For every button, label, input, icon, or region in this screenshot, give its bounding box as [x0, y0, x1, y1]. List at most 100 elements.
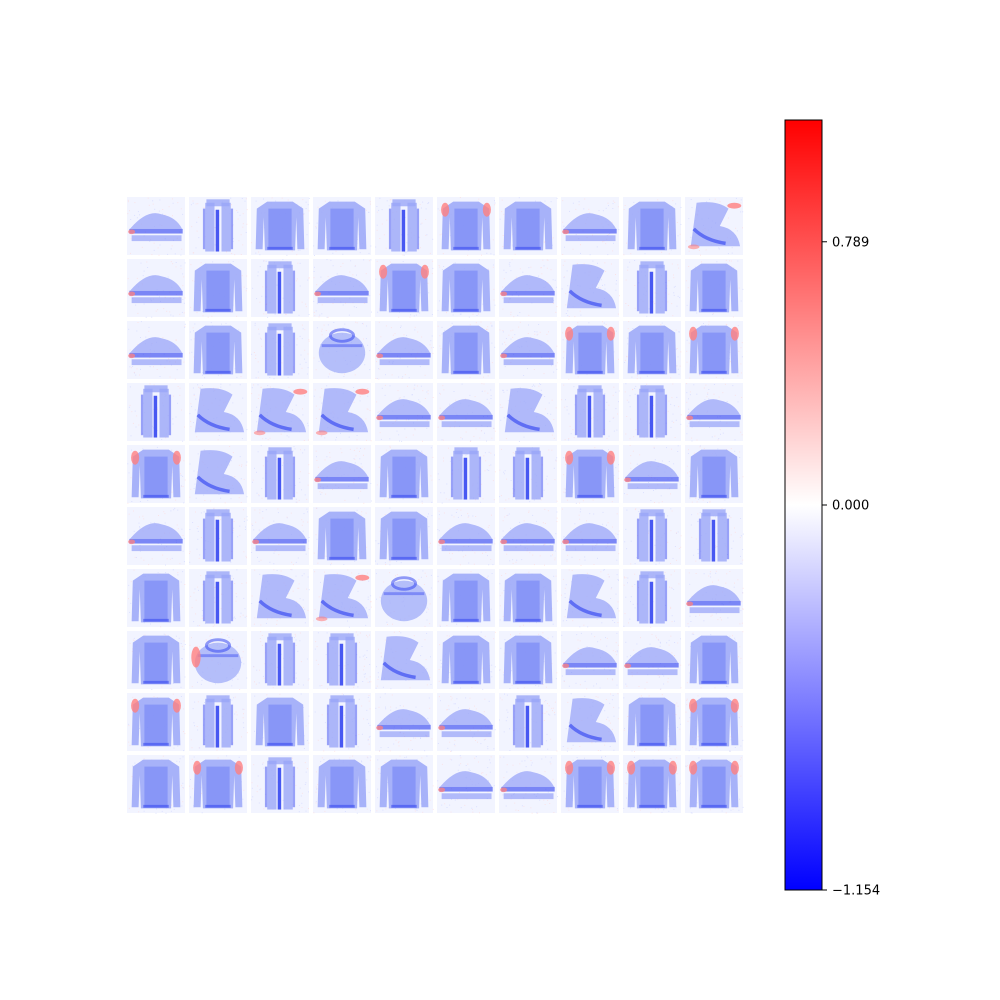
- heatmap-tile: [251, 321, 310, 379]
- heatmap-tile: [375, 755, 434, 813]
- heatmap-tile: [623, 631, 682, 690]
- heatmap-tile: [189, 569, 247, 627]
- heatmap-tile: [685, 693, 743, 752]
- heatmap-tile: [313, 321, 371, 379]
- heatmap-tile: [685, 321, 743, 379]
- heatmap-tile: [685, 445, 744, 503]
- heatmap-tile: [561, 197, 619, 255]
- heatmap-tile: [251, 259, 310, 318]
- heatmap-tile: [561, 507, 620, 566]
- heatmap-tile: [375, 631, 433, 689]
- heatmap-tile: [313, 755, 372, 814]
- heatmap-tile: [561, 259, 620, 317]
- heatmap-tile: [127, 445, 186, 504]
- heatmap-tile: [623, 321, 681, 379]
- heatmap-tile: [437, 755, 495, 813]
- heatmap-tile: [127, 321, 186, 380]
- heatmap-tile: [437, 321, 495, 379]
- heatmap-tile: [127, 693, 185, 751]
- heatmap-tile: [685, 507, 744, 565]
- heatmap-tile: [127, 259, 186, 318]
- heatmap-tile: [127, 569, 185, 627]
- heatmap-tile: [313, 445, 372, 504]
- heatmap-tile: [561, 693, 619, 752]
- heatmap-tile: [685, 383, 743, 442]
- heatmap-tile: [127, 755, 185, 814]
- heatmap-tile: [189, 383, 247, 441]
- heatmap-tile: [499, 507, 558, 566]
- heatmap-tile: [251, 507, 310, 565]
- heatmap-tile: [499, 445, 558, 503]
- heatmap-tile: [561, 631, 619, 689]
- heatmap-tile: [685, 569, 744, 627]
- heatmap-tile: [623, 507, 682, 565]
- heatmap-tile: [375, 693, 433, 752]
- heatmap-tile: [437, 197, 496, 256]
- heatmap-tile: [375, 445, 433, 504]
- heatmap-grid: [127, 197, 744, 814]
- heatmap-tile: [313, 197, 371, 256]
- heatmap-tile: [251, 693, 309, 751]
- heatmap-tile: [251, 445, 310, 503]
- heatmap-tile: [127, 197, 185, 256]
- heatmap-tile: [189, 197, 248, 255]
- heatmap-tile: [313, 507, 371, 565]
- heatmap-tile: [375, 259, 433, 318]
- heatmap-tile: [623, 693, 681, 752]
- heatmap-tile: [499, 321, 558, 379]
- heatmap-tile: [499, 569, 558, 627]
- heatmap-tile: [189, 755, 247, 813]
- heatmap-tile: [251, 197, 310, 256]
- heatmap-tile: [623, 383, 682, 441]
- heatmap-tile: [375, 507, 433, 565]
- heatmap-tile: [313, 259, 372, 318]
- heatmap-tile: [251, 569, 310, 627]
- heatmap-tile: [375, 383, 434, 442]
- heatmap-tile: [127, 631, 186, 690]
- heatmap-tile: [499, 693, 557, 752]
- heatmap-tile: [437, 569, 495, 627]
- heatmap-tile: [189, 507, 248, 565]
- heatmap-tile: [499, 631, 557, 689]
- heatmap-tile: [499, 383, 557, 442]
- heatmap-tile: [685, 631, 743, 689]
- heatmap-tile: [375, 321, 434, 380]
- heatmap-tile: [437, 693, 496, 752]
- heatmap-tile: [437, 259, 496, 318]
- heatmap-tile: [499, 259, 557, 317]
- heatmap-tile: [251, 631, 310, 689]
- heatmap-tile: [437, 383, 496, 442]
- heatmap-tile: [437, 507, 495, 565]
- heatmap-tile: [685, 259, 743, 318]
- heatmap-tile: [189, 693, 248, 751]
- heatmap-tile: [437, 631, 496, 690]
- heatmap-tile: [623, 259, 681, 317]
- colorbar-tick-label: 0.000: [832, 499, 869, 514]
- heatmap-tile: [561, 383, 620, 441]
- heatmap-tile: [189, 445, 248, 503]
- heatmap-tile: [313, 631, 371, 689]
- colorbar-gradient: [785, 120, 822, 890]
- heatmap-tile: [251, 383, 309, 441]
- heatmap-tile: [623, 755, 681, 813]
- heatmap-tile: [375, 569, 433, 627]
- colorbar: 0.789 0.000 −1.154: [785, 120, 880, 899]
- heatmap-tile: [189, 321, 247, 379]
- heatmap-tile: [685, 755, 744, 814]
- heatmap-tile: [685, 197, 743, 256]
- heatmap-tile: [623, 569, 681, 628]
- heatmap-tile: [623, 445, 681, 503]
- heatmap-tile: [561, 569, 620, 627]
- heatmap-tile: [313, 693, 371, 752]
- heatmap-tile: [127, 383, 185, 442]
- heatmap-tile: [499, 197, 558, 255]
- heatmap-tile: [561, 755, 620, 813]
- heatmap-tile: [561, 321, 619, 380]
- heatmap-tile: [251, 755, 309, 813]
- colorbar-ticks: 0.789 0.000 −1.154: [822, 235, 880, 898]
- heatmap-tile: [313, 569, 372, 628]
- heatmap-tile: [437, 445, 496, 504]
- heatmap-tile: [623, 197, 682, 255]
- heatmap-tile: [561, 445, 619, 504]
